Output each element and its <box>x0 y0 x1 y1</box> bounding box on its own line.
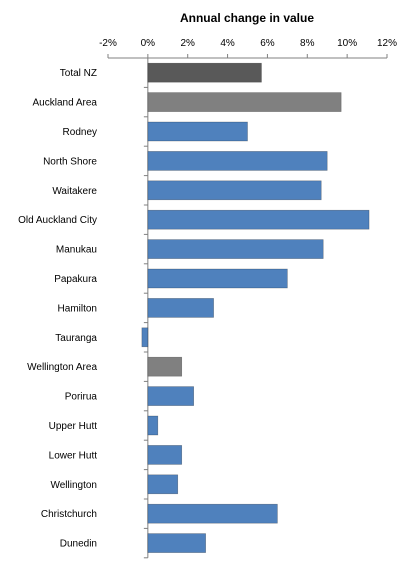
bar <box>147 180 322 201</box>
category-label: Wellington <box>50 480 97 491</box>
bar <box>147 209 370 230</box>
x-tick-label: 12% <box>377 38 397 49</box>
x-tick-label: -2% <box>99 38 117 49</box>
bar <box>147 298 214 318</box>
category-label: Waitakere <box>52 186 97 197</box>
category-label: Lower Hutt <box>49 450 98 461</box>
category-label: North Shore <box>43 156 97 167</box>
category-label: Hamilton <box>58 303 97 314</box>
category-label: Manukau <box>56 245 97 256</box>
category-label: Upper Hutt <box>49 421 98 432</box>
bar <box>147 268 288 289</box>
bar <box>147 356 183 377</box>
bar <box>147 415 159 436</box>
bar <box>147 151 328 171</box>
bar <box>147 386 194 406</box>
bars <box>141 62 370 553</box>
bar <box>147 445 183 465</box>
bar <box>147 92 342 112</box>
bar <box>147 239 324 259</box>
category-label: Rodney <box>63 127 97 138</box>
x-tick-label: 0% <box>141 38 156 49</box>
category-label: Porirua <box>65 392 98 403</box>
category-label: Total NZ <box>60 68 97 79</box>
bar <box>147 474 179 495</box>
bar <box>147 533 206 553</box>
category-label: Wellington Area <box>27 362 97 373</box>
x-tick-label: 8% <box>300 38 315 49</box>
category-label: Tauranga <box>55 333 97 344</box>
bar <box>147 62 262 83</box>
category-labels: Total NZ Auckland Area Rodney North Shore Wa… <box>18 68 97 549</box>
x-tick-label: 2% <box>180 38 195 49</box>
chart-title: Annual change in value <box>180 11 314 25</box>
category-label: Christchurch <box>41 509 97 520</box>
category-label: Dunedin <box>60 539 97 550</box>
category-label: Auckland Area <box>33 98 98 109</box>
x-tick-label: 10% <box>337 38 357 49</box>
x-tick-label: 4% <box>220 38 235 49</box>
category-label: Old Auckland City <box>18 215 97 226</box>
bar <box>147 121 248 142</box>
x-tick-label: 6% <box>260 38 275 49</box>
category-label: Papakura <box>54 274 97 285</box>
bar <box>147 503 278 524</box>
bar <box>141 327 149 348</box>
x-axis: -2% 0% 2% 4% 6% 8% 10% 12% <box>99 38 397 559</box>
